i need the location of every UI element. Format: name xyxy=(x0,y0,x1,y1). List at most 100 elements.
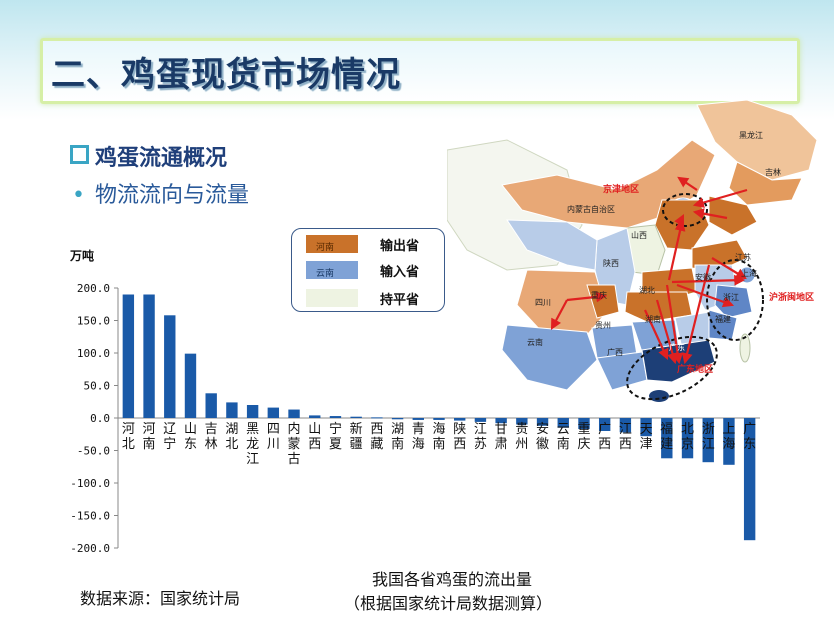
map-region-jilin xyxy=(728,161,803,206)
bar xyxy=(433,418,445,420)
map-label-hunan: 湖南 xyxy=(645,314,661,324)
china-map: 黑龙江 吉林 内蒙古自治区 山西 陕西 四川 重庆 湖北 贵州 云南 广西 湖南… xyxy=(447,100,818,402)
legend-swatch-import: 云南 xyxy=(306,261,358,279)
x-tick-label: 广西 xyxy=(598,422,611,452)
page-title: 二、鸡蛋现货市场情况 xyxy=(51,55,401,95)
bar xyxy=(495,418,507,424)
x-tick-label: 河北 xyxy=(122,422,135,452)
x-tick-label: 陕西 xyxy=(453,422,466,452)
bar xyxy=(329,416,342,418)
bar xyxy=(122,294,135,418)
x-tick-label: 青海 xyxy=(412,422,425,452)
bar xyxy=(598,418,611,431)
x-tick-label: 江西 xyxy=(619,422,632,452)
bar xyxy=(391,418,404,420)
x-tick-label: 宁夏 xyxy=(329,421,342,452)
map-region-hainan xyxy=(649,390,669,402)
bullet-item-text: 物流流向与流量 xyxy=(94,183,249,208)
bar xyxy=(205,393,217,418)
x-tick-label: 湖南 xyxy=(391,422,404,452)
data-source: 数据来源：国家统计局 xyxy=(80,589,241,608)
bar xyxy=(309,415,321,418)
bar xyxy=(371,417,383,419)
bar xyxy=(516,418,528,425)
x-tick-label: 江苏 xyxy=(474,422,487,452)
x-tick-label: 福建 xyxy=(660,422,673,452)
map-label-neimenggu: 内蒙古自治区 xyxy=(567,204,615,214)
x-tick-label: 黑龙江 xyxy=(246,422,259,467)
y-tick-label: -100.0 xyxy=(70,477,110,490)
map-label-shaanxi: 陕西 xyxy=(603,258,619,268)
x-tick-label: 北京 xyxy=(681,422,694,452)
map-label-chongqing: 重庆 xyxy=(591,290,607,300)
outflow-bar-chart: 万吨 200.0 150.0 100.0 50.0 0.0 -50.0 -100.0 -150… xyxy=(69,248,760,555)
map-label-sichuan: 四川 xyxy=(535,298,551,307)
chart-caption-note: （根据国家统计局数据测算） xyxy=(344,594,553,613)
x-tick-label: 天津 xyxy=(640,422,653,452)
x-tick-label: 贵州 xyxy=(515,422,528,452)
map-label-zhejiang: 浙江 xyxy=(723,292,739,302)
map-area-label-guangdong: 广东地区 xyxy=(677,363,713,375)
legend-swatch-export: 河南 xyxy=(306,235,358,253)
y-axis-label: 万吨 xyxy=(69,248,94,263)
bar xyxy=(723,418,735,465)
x-tick-label: 海南 xyxy=(432,422,445,452)
bar xyxy=(288,409,300,418)
x-tick-label: 甘肃 xyxy=(495,422,508,452)
bar xyxy=(246,405,259,418)
x-tick-label: 安徽 xyxy=(536,422,549,452)
x-tick-label: 新疆 xyxy=(350,421,363,452)
x-tick-label: 湖北 xyxy=(225,422,238,452)
map-label-guangxi: 广西 xyxy=(607,347,623,357)
map-label-guizhou: 贵州 xyxy=(595,320,611,330)
bar xyxy=(536,418,549,426)
x-tick-label: 上海 xyxy=(722,422,735,452)
x-tick-label: 内蒙古 xyxy=(288,421,301,467)
x-tick-label: 山西 xyxy=(308,422,321,452)
chart-caption: 我国各省鸡蛋的流出量 xyxy=(372,570,533,589)
bar xyxy=(164,315,176,418)
x-tick-label: 吉林 xyxy=(205,422,218,452)
map-label-heilongjiang: 黑龙江 xyxy=(739,130,763,140)
x-tick-label: 云南 xyxy=(557,422,570,452)
map-label-shanxi: 山西 xyxy=(631,230,647,240)
x-tick-label: 浙江 xyxy=(702,422,715,452)
chart-bars xyxy=(122,294,756,541)
map-area-label-huzhemin: 沪浙闽地区 xyxy=(769,291,814,303)
bar xyxy=(143,294,155,418)
section-heading-text: 鸡蛋流通概况 xyxy=(95,146,228,171)
y-tick-label: 200.0 xyxy=(77,282,110,295)
x-tick-label: 河南 xyxy=(143,422,156,452)
flow-arrows xyxy=(550,176,748,365)
map-label-guangdong: 广东 xyxy=(669,342,685,352)
bar xyxy=(412,418,424,420)
map-label-jilin: 吉林 xyxy=(765,167,781,177)
bar xyxy=(578,418,590,430)
bar xyxy=(267,407,280,418)
bar xyxy=(702,418,714,463)
map-label-fujian: 福建 xyxy=(715,314,731,324)
map-label-shanghai: 上海 xyxy=(741,268,757,278)
bar xyxy=(226,402,238,418)
y-tick-label: 0.0 xyxy=(90,412,110,425)
map-region-gansu xyxy=(506,219,598,271)
map-label-yunnan: 云南 xyxy=(527,337,543,347)
map-region-liaoning xyxy=(708,195,758,236)
bar xyxy=(661,418,673,459)
x-tick-label: 辽宁 xyxy=(163,422,176,452)
bar xyxy=(681,418,694,459)
map-label-jiangsu: 江苏 xyxy=(735,252,751,262)
legend-swatch-balanced xyxy=(306,289,358,307)
section-heading: 鸡蛋流通概况 xyxy=(70,140,227,172)
legend-label-balanced: 持平省 xyxy=(380,293,420,308)
map-label-anhui: 安徽 xyxy=(695,272,711,282)
bar xyxy=(184,353,197,418)
map-label-hubei: 湖北 xyxy=(639,286,655,295)
bar xyxy=(557,418,569,428)
bar xyxy=(474,418,487,422)
map-area-label-jingjin: 京津地区 xyxy=(603,183,639,195)
dot-bullet-icon: • xyxy=(72,183,85,208)
hu-zhe-min-area-outline xyxy=(706,259,764,341)
square-bullet-icon xyxy=(70,145,89,164)
chart-axes: 200.0 150.0 100.0 50.0 0.0 -50.0 -100.0 -150.0 -… xyxy=(70,282,760,555)
